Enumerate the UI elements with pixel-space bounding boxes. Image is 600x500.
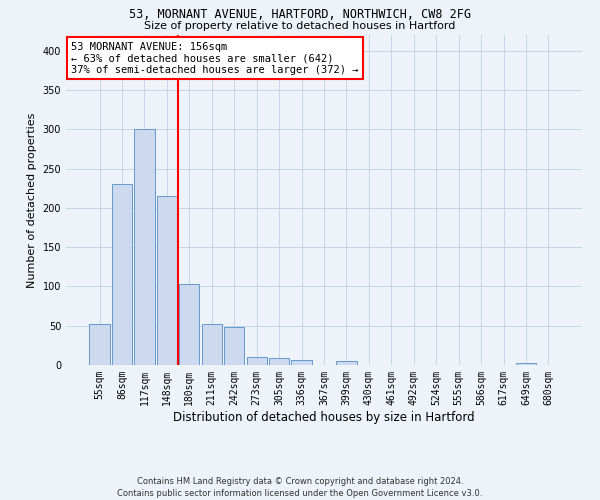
Bar	[337, 361, 356, 365]
Bar	[247, 357, 267, 365]
Y-axis label: Number of detached properties: Number of detached properties	[27, 112, 37, 288]
Text: 53 MORNANT AVENUE: 156sqm
← 63% of detached houses are smaller (642)
37% of semi: 53 MORNANT AVENUE: 156sqm ← 63% of detac…	[71, 42, 359, 75]
Bar	[202, 324, 222, 365]
Text: Contains HM Land Registry data © Crown copyright and database right 2024.
Contai: Contains HM Land Registry data © Crown c…	[118, 476, 482, 498]
Bar	[157, 196, 177, 365]
X-axis label: Distribution of detached houses by size in Hartford: Distribution of detached houses by size …	[173, 410, 475, 424]
Bar	[292, 360, 311, 365]
Bar	[179, 284, 199, 365]
Bar	[224, 326, 244, 365]
Bar	[134, 130, 155, 365]
Bar	[269, 358, 289, 365]
Text: Size of property relative to detached houses in Hartford: Size of property relative to detached ho…	[145, 21, 455, 31]
Bar	[112, 184, 132, 365]
Text: 53, MORNANT AVENUE, HARTFORD, NORTHWICH, CW8 2FG: 53, MORNANT AVENUE, HARTFORD, NORTHWICH,…	[129, 8, 471, 20]
Bar	[89, 324, 110, 365]
Bar	[516, 362, 536, 365]
